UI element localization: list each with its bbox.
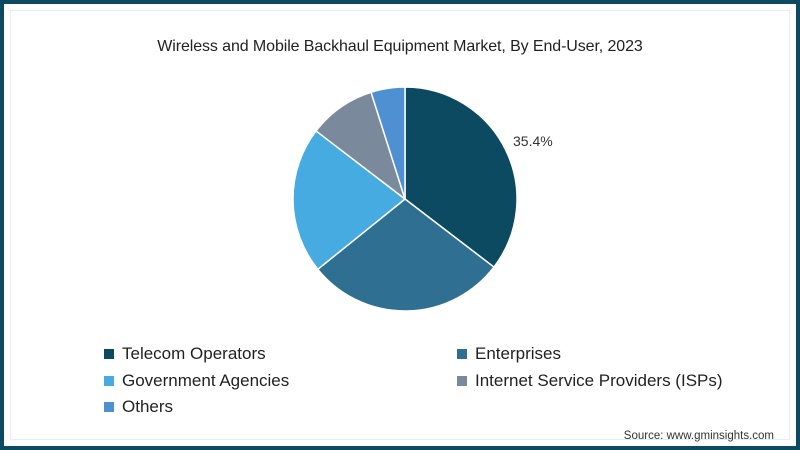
legend-swatch-icon (104, 349, 114, 359)
legend-label: Others (122, 397, 174, 416)
pie-slice-enterprises (317, 198, 495, 312)
legend-swatch-icon (104, 376, 114, 386)
legend-label: Enterprises (475, 344, 561, 363)
pie-slice-government-agencies (292, 130, 406, 271)
legend-item-telecom-operators: Telecom Operators (104, 344, 266, 364)
data-label-telecom-operators: 35.4% (513, 133, 553, 149)
legend-item-enterprises: Enterprises (457, 344, 561, 364)
legend-swatch-icon (457, 349, 467, 359)
pie-slice-telecom-operators (404, 86, 518, 268)
legend-label: Government Agencies (122, 371, 290, 390)
chart-title: Wireless and Mobile Backhaul Equipment M… (157, 38, 643, 55)
legend-item-isps: Internet Service Providers (ISPs) (457, 371, 723, 391)
legend-item-government-agencies: Government Agencies (104, 371, 289, 391)
pie-chart-area: 35.4% (4, 4, 800, 334)
pie-chart (292, 86, 518, 312)
legend-swatch-icon (457, 376, 467, 386)
legend-label: Internet Service Providers (ISPs) (475, 371, 723, 390)
legend-item-others: Others (104, 397, 173, 417)
source-note: Source: www.gminsights.com (623, 430, 774, 442)
legend-label: Telecom Operators (122, 344, 266, 363)
pie-slice-others (370, 86, 406, 200)
legend-swatch-icon (104, 402, 114, 412)
